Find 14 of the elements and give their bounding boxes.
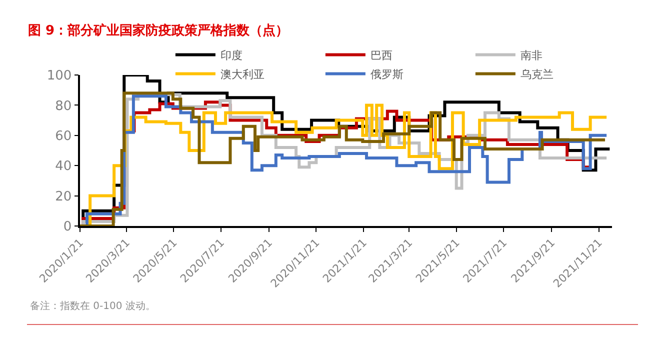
legend-label: 乌克兰 — [520, 68, 554, 82]
y-tick-label: 20 — [55, 189, 72, 204]
legend-label: 南非 — [520, 49, 542, 62]
legend-label: 印度 — [220, 49, 242, 62]
legend-label: 巴西 — [370, 49, 392, 62]
y-tick-label: 80 — [55, 98, 72, 114]
y-tick-label: 40 — [55, 159, 72, 174]
y-tick-label: 60 — [55, 128, 72, 144]
text: 备注：指数在 0-100 波动。 — [30, 300, 156, 312]
legend-label: 俄罗斯 — [370, 68, 404, 82]
legend-label: 澳大利亚 — [220, 68, 264, 82]
y-tick-label: 100 — [46, 68, 72, 84]
chart-title: 图 9：部分矿业国家防疫政策严格指数（点） — [28, 22, 289, 39]
y-tick-label: 0 — [63, 220, 72, 235]
